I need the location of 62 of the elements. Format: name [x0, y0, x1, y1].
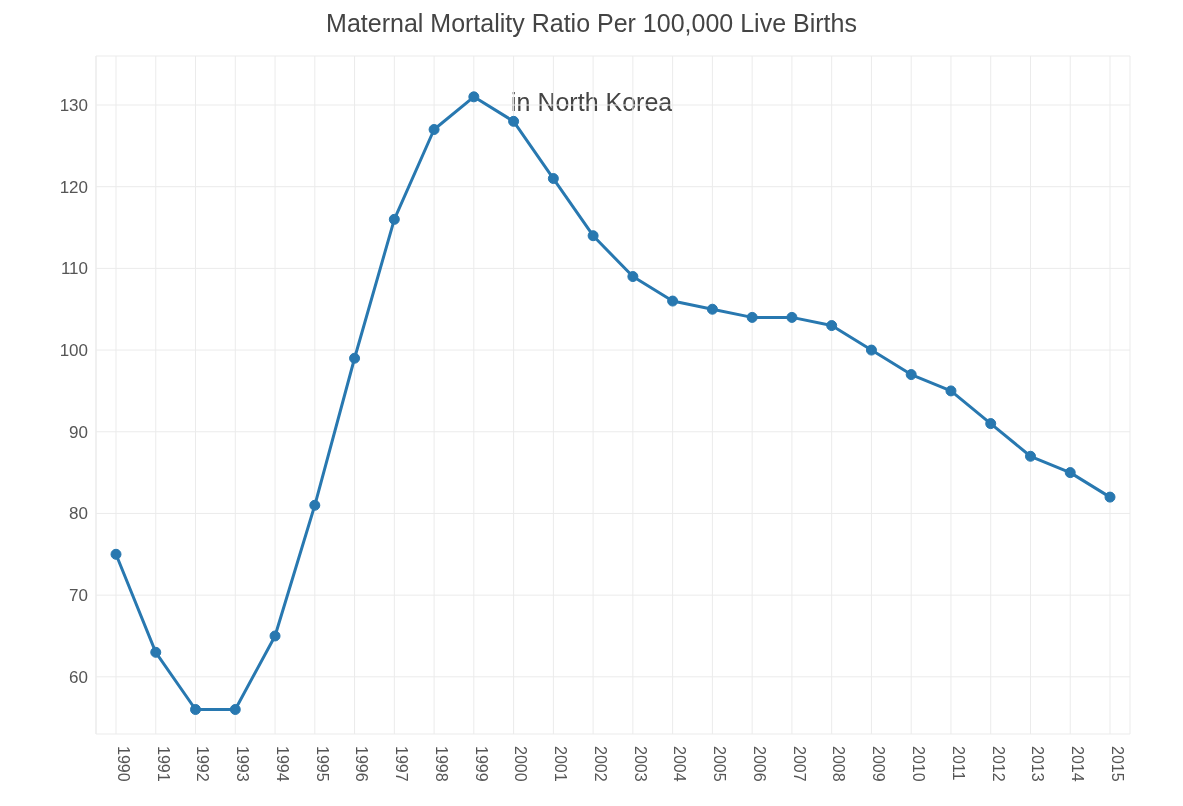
x-tick-label: 2009: [870, 746, 888, 782]
point: [508, 115, 520, 127]
point: [627, 271, 639, 283]
point: [587, 230, 599, 242]
point: [746, 311, 758, 323]
point: [786, 311, 798, 323]
point: [865, 344, 877, 356]
x-tick-label: 1999: [472, 746, 490, 782]
y-tick-label: 80: [69, 504, 88, 524]
y-tick-label: 120: [59, 177, 88, 197]
x-tick-label: 2010: [909, 746, 927, 782]
point: [349, 352, 361, 364]
point: [388, 213, 400, 225]
x-tick-label: 2013: [1029, 746, 1047, 782]
annotation: in North Korea: [511, 88, 673, 117]
x-tick-label: 2005: [711, 746, 729, 782]
x-tick-label: 1995: [313, 746, 331, 782]
x-tick-label: 1990: [114, 746, 132, 782]
x-tick-label: 2002: [591, 746, 609, 782]
point: [706, 303, 718, 315]
point: [110, 548, 122, 560]
x-tick-label: 1992: [194, 746, 212, 782]
point: [229, 703, 241, 715]
x-tick-label: 1996: [353, 746, 371, 782]
point: [190, 703, 202, 715]
x-tick-label: 2012: [989, 746, 1007, 782]
point: [468, 91, 480, 103]
x-tick-label: 2004: [671, 746, 689, 782]
point: [667, 295, 679, 307]
point: [150, 646, 162, 658]
y-tick-label: 130: [59, 96, 88, 116]
x-tick-label: 2015: [1108, 746, 1126, 782]
y-tick-label: 90: [69, 422, 88, 442]
point: [945, 385, 957, 397]
x-tick-label: 2003: [631, 746, 649, 782]
y-tick-label: 100: [59, 341, 88, 361]
point: [547, 173, 559, 185]
point: [905, 369, 917, 381]
point: [826, 320, 838, 332]
point: [1024, 450, 1036, 462]
x-tick-label: 2007: [790, 746, 808, 782]
chart-title: Maternal Mortality Ratio Per 100,000 Live Births: [325, 8, 858, 39]
x-tick-label: 1997: [393, 746, 411, 782]
x-tick-label: 1993: [234, 746, 252, 782]
x-tick-label: 1994: [273, 746, 291, 782]
x-tick-label: 1998: [432, 746, 450, 782]
point: [428, 124, 440, 136]
x-tick-label: 2008: [830, 746, 848, 782]
x-tick-label: 1991: [154, 746, 172, 782]
x-tick-label: 2011: [949, 746, 967, 781]
x-tick-label: 2014: [1069, 746, 1087, 782]
y-tick-label: 60: [69, 667, 88, 687]
x-tick-label: 2001: [552, 746, 570, 782]
y-tick-label: 70: [69, 586, 88, 606]
point: [985, 418, 997, 430]
y-tick-label: 110: [60, 259, 88, 279]
point: [269, 630, 281, 642]
x-tick-label: 2006: [750, 746, 768, 782]
point: [1104, 491, 1116, 503]
point: [309, 499, 321, 511]
x-tick-label: 2000: [512, 746, 530, 782]
point: [1064, 467, 1076, 479]
